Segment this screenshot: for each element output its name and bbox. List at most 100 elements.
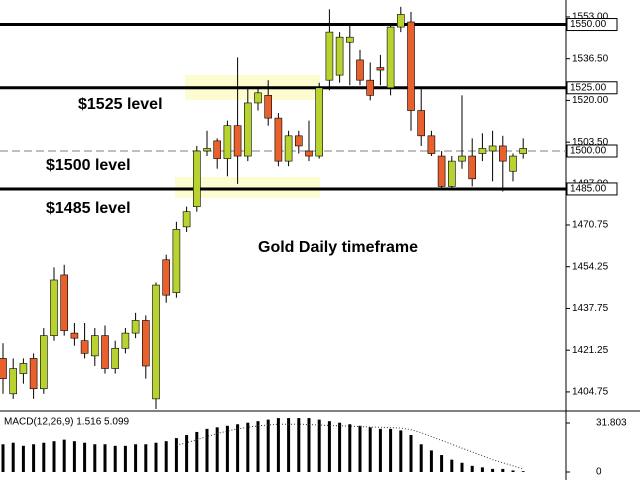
candle-body bbox=[274, 117, 283, 162]
macd-bar bbox=[501, 468, 505, 472]
macd-bar bbox=[358, 425, 362, 472]
macd-bar bbox=[378, 428, 382, 472]
level-label-box bbox=[566, 144, 618, 158]
candle-body bbox=[366, 79, 375, 96]
candle-body bbox=[152, 284, 160, 400]
y-tick-label: 31.803 bbox=[596, 418, 627, 429]
macd-bar bbox=[123, 445, 127, 472]
candle-body bbox=[203, 148, 211, 152]
candle-body bbox=[305, 150, 313, 157]
y-tick-label: 1536.50 bbox=[572, 53, 609, 64]
candle-body bbox=[294, 135, 303, 147]
candle-body bbox=[39, 335, 48, 390]
candle-body bbox=[356, 59, 364, 81]
macd-bar bbox=[1, 444, 5, 472]
chart-title: Gold Daily timeframe bbox=[258, 239, 418, 256]
macd-bar bbox=[205, 428, 209, 472]
candle-body bbox=[254, 92, 262, 104]
macd-bar bbox=[450, 459, 454, 472]
macd-bar bbox=[409, 435, 413, 472]
macd-bar bbox=[11, 442, 15, 472]
macd-bar bbox=[307, 418, 311, 472]
macd-bar bbox=[460, 462, 464, 472]
candle-body bbox=[427, 135, 436, 154]
candle-body bbox=[498, 145, 507, 162]
macd-bar bbox=[327, 421, 331, 472]
candle-body bbox=[478, 148, 487, 154]
macd-bar bbox=[429, 450, 433, 472]
macd-bar bbox=[144, 444, 148, 472]
macd-bar bbox=[521, 471, 525, 472]
macd-bar bbox=[134, 444, 138, 472]
macd-bar bbox=[368, 427, 372, 472]
level-label: 1485.00 bbox=[570, 184, 607, 195]
macd-bar bbox=[276, 418, 280, 472]
macd-bar bbox=[113, 445, 117, 472]
candle-body bbox=[0, 358, 7, 379]
level-label: 1525.00 bbox=[570, 82, 607, 93]
candle-body bbox=[70, 332, 79, 339]
macd-bar bbox=[256, 421, 260, 472]
candle-body bbox=[284, 135, 293, 162]
level-label-box bbox=[566, 81, 618, 95]
macd-bar bbox=[246, 422, 250, 472]
candle-body bbox=[111, 347, 119, 369]
macd-bar bbox=[399, 430, 403, 472]
macd-bar bbox=[389, 428, 393, 472]
candle-body bbox=[315, 87, 324, 157]
candle-body bbox=[91, 335, 99, 357]
macd-bar bbox=[491, 468, 495, 472]
candle-body bbox=[121, 332, 130, 349]
macd-bar bbox=[338, 422, 342, 472]
candle-body bbox=[80, 340, 89, 354]
candle-body bbox=[29, 358, 38, 390]
candle-body bbox=[519, 148, 528, 154]
macd-bar bbox=[470, 465, 474, 472]
macd-bar bbox=[174, 438, 178, 472]
candle-body bbox=[447, 160, 456, 187]
annotation: $1525 level bbox=[78, 96, 163, 113]
y-tick-label: 1470.75 bbox=[572, 220, 609, 231]
macd-bar bbox=[83, 442, 87, 472]
candle-body bbox=[213, 140, 221, 159]
macd-bar bbox=[195, 431, 199, 472]
candle-body bbox=[488, 145, 497, 152]
candle-body bbox=[437, 155, 446, 187]
candle-body bbox=[182, 211, 191, 228]
macd-bar bbox=[511, 470, 515, 472]
macd-bar bbox=[52, 441, 56, 472]
candle-body bbox=[417, 110, 426, 137]
level-label-box bbox=[566, 182, 618, 196]
candle-body bbox=[345, 36, 354, 43]
y-tick-label: 1454.25 bbox=[572, 261, 609, 272]
level-label-box bbox=[566, 18, 618, 32]
level-label: 1550.00 bbox=[570, 19, 607, 30]
macd-bar bbox=[287, 418, 291, 472]
candle-body bbox=[376, 67, 385, 71]
macd-bar bbox=[440, 455, 444, 472]
candle-body bbox=[509, 155, 517, 172]
candle-body bbox=[9, 368, 17, 395]
candle-body bbox=[407, 21, 415, 111]
candle-body bbox=[60, 274, 69, 331]
candle-body bbox=[223, 125, 232, 159]
candle-body bbox=[162, 259, 170, 296]
candle-body bbox=[131, 320, 140, 334]
macd-bar bbox=[419, 444, 423, 472]
candle-body bbox=[101, 335, 109, 369]
annotation: $1500 level bbox=[46, 157, 131, 174]
candle-body bbox=[193, 150, 201, 207]
candle-body bbox=[396, 14, 405, 28]
candle-body bbox=[233, 125, 242, 157]
macd-bar bbox=[185, 435, 189, 472]
macd-bar bbox=[236, 424, 240, 472]
macd-bar bbox=[225, 425, 229, 472]
candle-body bbox=[458, 155, 466, 162]
macd-bar bbox=[103, 444, 107, 472]
candle-body bbox=[19, 363, 28, 374]
y-tick-label: 0 bbox=[596, 467, 602, 478]
macd-bar bbox=[154, 442, 158, 472]
candle-body bbox=[244, 102, 252, 157]
y-tick-label: 1421.25 bbox=[572, 345, 609, 356]
